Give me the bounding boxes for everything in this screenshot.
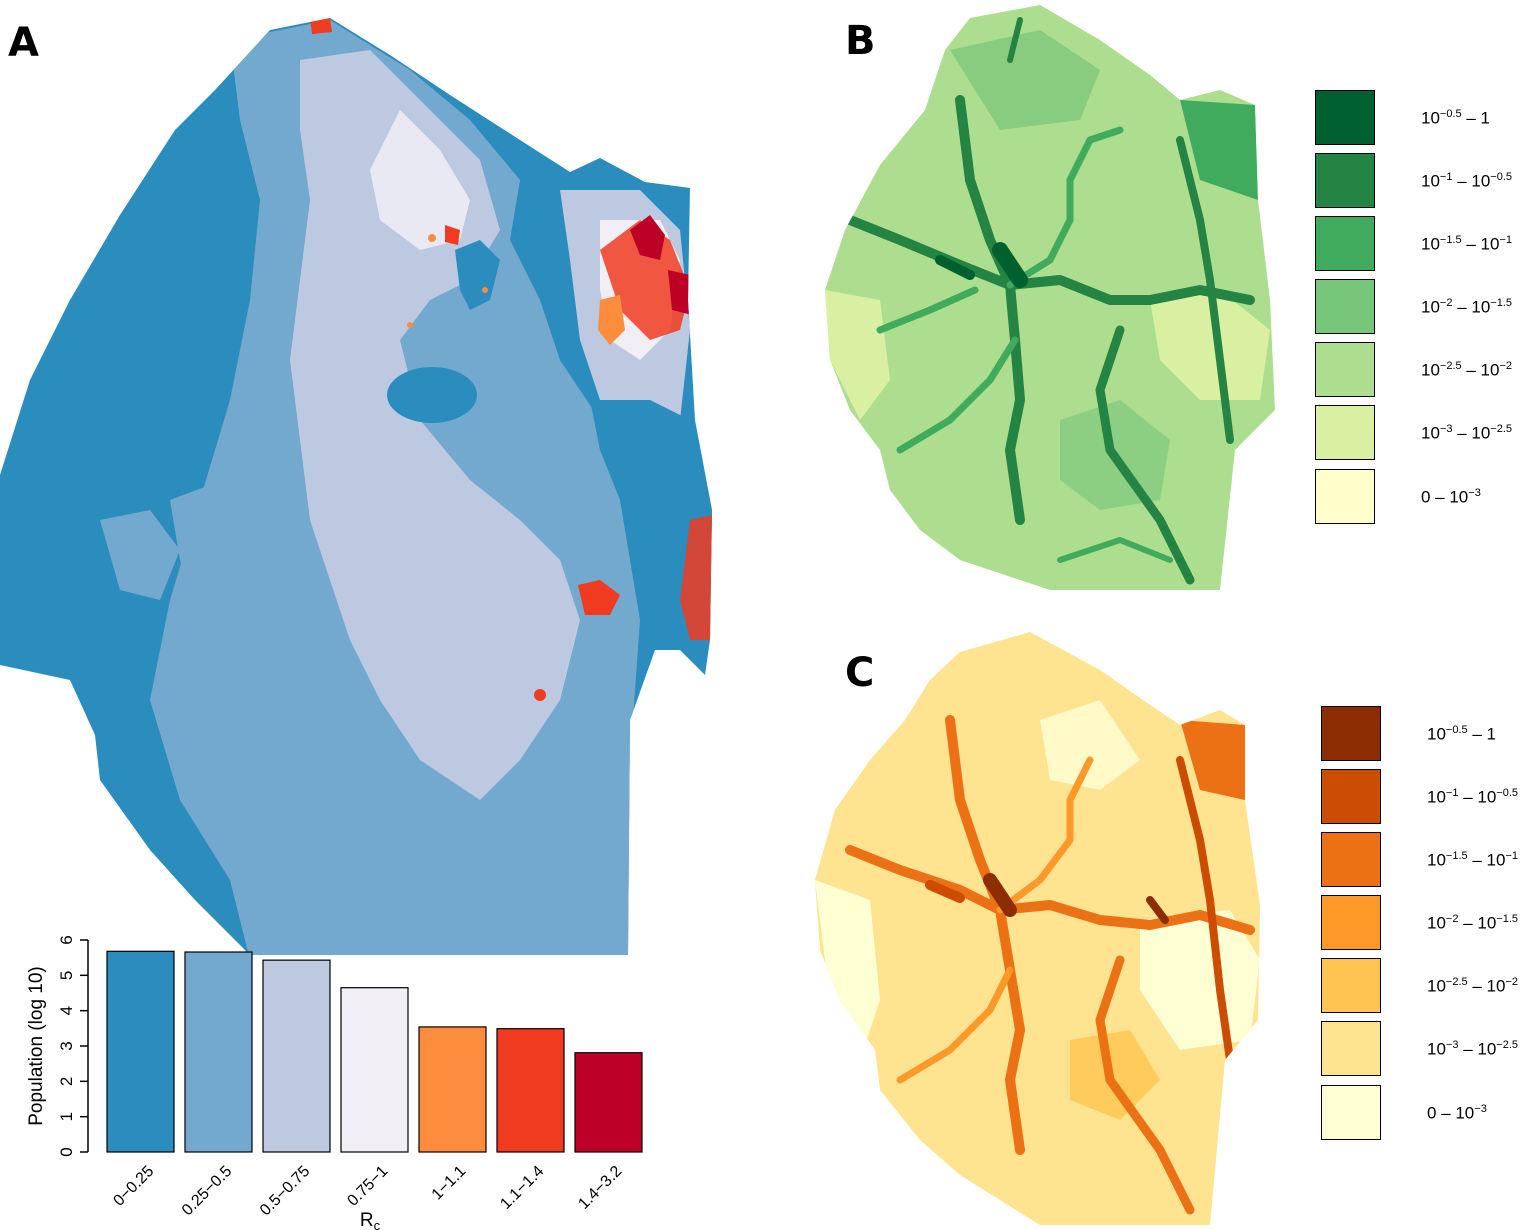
legend-b-label: 0 – 10−3: [1421, 487, 1481, 507]
panel-a-label: A: [8, 20, 39, 66]
y-tick-label: 6: [57, 935, 76, 944]
legend-b-swatch: [1315, 279, 1375, 334]
x-axis-label: Rc: [360, 1210, 381, 1230]
x-tick-label: 0.5−0.75: [257, 1163, 313, 1219]
legend-c-label: 0 – 10−3: [1427, 1103, 1487, 1123]
legend-b-label: 10−0.5 – 1: [1421, 108, 1490, 128]
bar: [106, 950, 175, 1153]
x-tick-label: 1−1.1: [429, 1163, 470, 1204]
legend-c-swatch: [1321, 832, 1381, 887]
legend-b-swatch: [1315, 153, 1375, 208]
y-tick-label: 2: [57, 1077, 76, 1086]
legend-b-swatch: [1315, 405, 1375, 460]
x-tick-label: 0−0.25: [110, 1163, 157, 1210]
bar: [496, 1028, 565, 1153]
legend-c-label: 10−3 – 10−2.5: [1427, 1039, 1518, 1059]
y-tick-label: 1: [57, 1112, 76, 1121]
panel-c-label: C: [845, 650, 875, 696]
legend-c-label: 10−2.5 – 10−2: [1427, 976, 1518, 996]
legend-c-swatch: [1321, 1021, 1381, 1076]
bar: [262, 959, 331, 1153]
y-tick-label: 4: [57, 1006, 76, 1015]
legend-c-swatch: [1321, 1085, 1381, 1140]
legend-c-swatch: [1321, 895, 1381, 950]
y-tick-label: 3: [57, 1041, 76, 1050]
x-tick-label: 0.75−1: [344, 1163, 391, 1210]
legend-c-label: 10−1.5 – 10−1: [1427, 850, 1518, 870]
legend-c-swatch: [1321, 958, 1381, 1013]
legend-b-swatch: [1315, 216, 1375, 271]
legend-c-swatch: [1321, 769, 1381, 824]
x-tick-label: 1.1−1.4: [497, 1163, 547, 1213]
y-tick-label: 5: [57, 971, 76, 980]
bar: [184, 951, 253, 1153]
legend-b-swatch: [1315, 90, 1375, 145]
legend-c-label: 10−2 – 10−1.5: [1427, 913, 1518, 933]
x-tick-label: 0.25−0.5: [179, 1163, 235, 1219]
y-axis-label: Population (log 10): [26, 966, 47, 1126]
legend-b-swatch: [1315, 342, 1375, 397]
bar: [418, 1026, 487, 1153]
legend-b-label: 10−2 – 10−1.5: [1421, 297, 1512, 317]
legend-b-label: 10−1 – 10−0.5: [1421, 171, 1512, 191]
legend-c-label: 10−1 – 10−0.5: [1427, 787, 1518, 807]
bar: [340, 987, 409, 1153]
legend-b-label: 10−3 – 10−2.5: [1421, 423, 1512, 443]
y-tick-label: 0: [57, 1147, 76, 1156]
legend-c-label: 10−0.5 – 1: [1427, 724, 1496, 744]
bar: [574, 1052, 643, 1153]
panel-b-label: B: [845, 18, 876, 64]
legend-b-swatch: [1315, 469, 1375, 524]
legend-c-swatch: [1321, 706, 1381, 761]
legend-b-label: 10−2.5 – 10−2: [1421, 360, 1512, 380]
x-tick-label: 1.4−3.2: [575, 1163, 625, 1213]
legend-b-label: 10−1.5 – 10−1: [1421, 234, 1512, 254]
